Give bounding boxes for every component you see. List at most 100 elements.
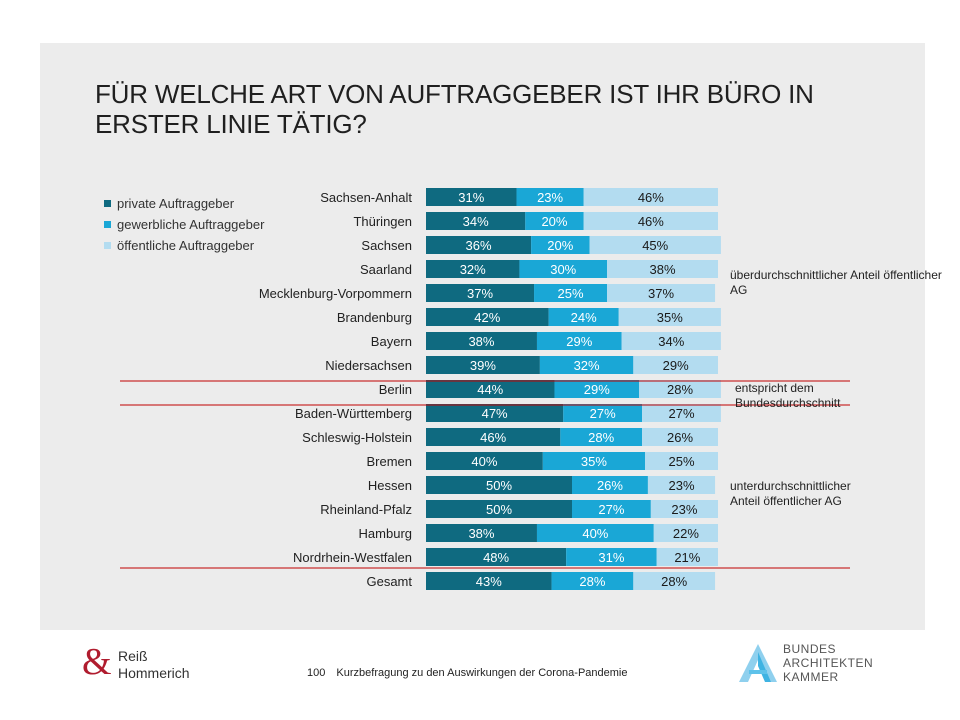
data-label: 38% bbox=[468, 334, 494, 349]
category-label: Schleswig-Holstein bbox=[302, 430, 412, 445]
data-label: 23% bbox=[537, 190, 563, 205]
data-label: 46% bbox=[638, 214, 664, 229]
data-label: 37% bbox=[648, 286, 674, 301]
bar-segment bbox=[554, 380, 640, 398]
category-label: Niedersachsen bbox=[325, 358, 412, 373]
bar-segment bbox=[426, 212, 526, 230]
data-label: 38% bbox=[650, 262, 676, 277]
data-label: 20% bbox=[547, 238, 573, 253]
bar-segment bbox=[426, 548, 567, 566]
bak-a-icon bbox=[739, 644, 777, 682]
bar-segment bbox=[633, 572, 716, 590]
bar-segment bbox=[650, 500, 718, 518]
data-label: 27% bbox=[590, 406, 616, 421]
data-label: 40% bbox=[582, 526, 608, 541]
legend-item-oeffentlich: öffentliche Auftraggeber bbox=[104, 235, 264, 256]
chart-legend: private Auftraggeber gewerbliche Auftrag… bbox=[104, 193, 264, 256]
data-label: 36% bbox=[466, 238, 492, 253]
data-label: 44% bbox=[477, 382, 503, 397]
ampersand-logo-icon: & bbox=[82, 641, 112, 683]
bar-segment bbox=[560, 428, 643, 446]
bar-segment bbox=[426, 428, 561, 446]
bar-segment bbox=[633, 356, 718, 374]
bar-segment bbox=[645, 452, 718, 470]
bar-segment bbox=[548, 308, 619, 326]
data-label: 32% bbox=[574, 358, 600, 373]
bar-segment bbox=[426, 236, 532, 254]
note-average: entspricht dem Bundesdurchschnitt bbox=[735, 381, 841, 410]
bar-segment bbox=[531, 236, 590, 254]
data-label: 27% bbox=[598, 502, 624, 517]
bar-segment bbox=[426, 356, 540, 374]
bar-segment bbox=[426, 188, 517, 206]
bar-segment bbox=[653, 524, 718, 542]
bar-segment bbox=[516, 188, 584, 206]
category-label: Saarland bbox=[360, 262, 412, 277]
data-label: 29% bbox=[584, 382, 610, 397]
bak-text-line2: ARCHITEKTEN bbox=[783, 656, 874, 670]
bar-segment bbox=[426, 404, 564, 422]
data-label: 25% bbox=[558, 286, 584, 301]
category-label: Baden-Württemberg bbox=[295, 406, 412, 421]
data-label: 37% bbox=[467, 286, 493, 301]
bar-segment bbox=[656, 548, 718, 566]
bundesarchitektenkammer-logo: BUNDES ARCHITEKTEN KAMMER bbox=[737, 640, 897, 690]
data-label: 21% bbox=[674, 550, 700, 565]
data-label: 39% bbox=[470, 358, 496, 373]
bar-segment bbox=[572, 476, 648, 494]
bar-segment bbox=[589, 236, 721, 254]
category-label: Hamburg bbox=[359, 526, 412, 541]
data-label: 30% bbox=[550, 262, 576, 277]
data-label: 47% bbox=[482, 406, 508, 421]
bar-segment bbox=[607, 260, 718, 278]
legend-swatch-oeffentlich bbox=[104, 242, 111, 249]
bar-segment bbox=[542, 452, 645, 470]
logo-text-line2: Hommerich bbox=[118, 665, 190, 681]
bar-segment bbox=[583, 188, 718, 206]
bar-segment bbox=[525, 212, 584, 230]
bar-segment bbox=[426, 572, 552, 590]
category-label: Rheinland-Pfalz bbox=[320, 502, 412, 517]
category-label: Brandenburg bbox=[337, 310, 412, 325]
data-label: 26% bbox=[597, 478, 623, 493]
bar-segment bbox=[426, 284, 535, 302]
data-label: 35% bbox=[657, 310, 683, 325]
data-label: 40% bbox=[471, 454, 497, 469]
footer-text: Kurzbefragung zu den Auswirkungen der Co… bbox=[336, 667, 628, 679]
legend-item-private: private Auftraggeber bbox=[104, 193, 264, 214]
bar-segment bbox=[536, 524, 654, 542]
note-below-average: unterdurchschnittlicher Anteil öffentlic… bbox=[730, 479, 851, 508]
data-label: 23% bbox=[671, 502, 697, 517]
legend-swatch-gewerblich bbox=[104, 221, 111, 228]
data-label: 34% bbox=[658, 334, 684, 349]
bar-segment bbox=[539, 356, 634, 374]
category-label: Bremen bbox=[366, 454, 412, 469]
category-label: Berlin bbox=[379, 382, 412, 397]
legend-label-gewerblich: gewerbliche Auftraggeber bbox=[117, 217, 265, 232]
data-label: 35% bbox=[581, 454, 607, 469]
bar-segment bbox=[519, 260, 608, 278]
bar-segment bbox=[426, 308, 549, 326]
page-title: FÜR WELCHE ART VON AUFTRAGGEBER IST IHR … bbox=[95, 79, 814, 139]
data-label: 26% bbox=[667, 430, 693, 445]
bar-segment bbox=[572, 500, 651, 518]
data-label: 25% bbox=[668, 454, 694, 469]
category-label: Thüringen bbox=[353, 214, 412, 229]
data-label: 28% bbox=[588, 430, 614, 445]
reiss-hommerich-logo: & Reiß Hommerich bbox=[82, 642, 212, 692]
data-label: 31% bbox=[458, 190, 484, 205]
bar-segment bbox=[426, 476, 572, 494]
data-label: 24% bbox=[571, 310, 597, 325]
bar-segment bbox=[426, 500, 572, 518]
data-label: 28% bbox=[661, 574, 687, 589]
data-label: 48% bbox=[483, 550, 509, 565]
data-label: 38% bbox=[468, 526, 494, 541]
data-label: 50% bbox=[486, 502, 512, 517]
data-label: 31% bbox=[598, 550, 624, 565]
category-label: Mecklenburg-Vorpommern bbox=[259, 286, 412, 301]
data-label: 28% bbox=[667, 382, 693, 397]
data-label: 34% bbox=[463, 214, 489, 229]
bar-segment bbox=[647, 476, 716, 494]
bar-segment bbox=[642, 428, 718, 446]
bar-segment bbox=[639, 380, 721, 398]
